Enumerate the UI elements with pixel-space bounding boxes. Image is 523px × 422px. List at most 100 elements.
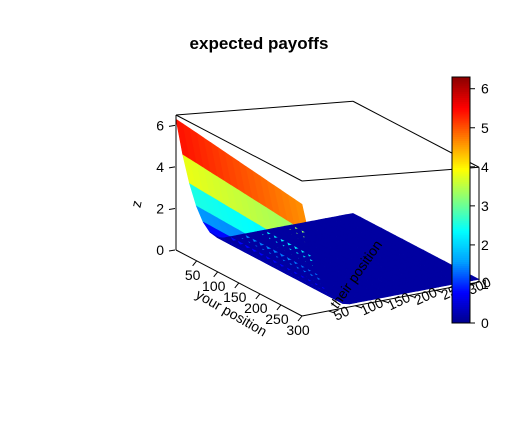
colorbar-segment bbox=[452, 222, 470, 226]
z-axis-label: z bbox=[128, 199, 145, 209]
colorbar-segment bbox=[452, 210, 470, 213]
x-tick-label: 250 bbox=[265, 311, 289, 327]
colorbar-segment bbox=[452, 146, 470, 150]
z-tick-label: 4 bbox=[156, 159, 164, 175]
colorbar-segment bbox=[452, 128, 470, 131]
colorbar-segment bbox=[452, 234, 470, 238]
colorbar-segment bbox=[452, 238, 470, 242]
colorbar-segment bbox=[452, 115, 470, 119]
colorbar-segment bbox=[452, 267, 470, 271]
colorbar-segment bbox=[452, 126, 470, 129]
colorbar-segment bbox=[452, 161, 470, 164]
colorbar-segment bbox=[452, 132, 470, 135]
x-tick-mark bbox=[234, 282, 240, 289]
colorbar-segment bbox=[452, 288, 470, 291]
colorbar-segment bbox=[452, 220, 470, 224]
colorbar-segment bbox=[452, 302, 470, 306]
colorbar-segment bbox=[452, 304, 470, 308]
colorbar-segment bbox=[452, 310, 470, 314]
colorbar-segment bbox=[452, 216, 470, 219]
colorbar-segment bbox=[452, 230, 470, 234]
colorbar-segment bbox=[452, 111, 470, 115]
y-tick-mark bbox=[355, 305, 362, 309]
colorbar-segment bbox=[452, 314, 470, 318]
y-tick-mark bbox=[435, 289, 443, 293]
chart-title: expected payoffs bbox=[190, 34, 329, 53]
surface-plot bbox=[175, 118, 480, 305]
colorbar-segment bbox=[452, 97, 470, 101]
colorbar-segment bbox=[452, 316, 470, 320]
colorbar-segment bbox=[452, 163, 470, 166]
colorbar-segment bbox=[452, 124, 470, 127]
colorbar-segment bbox=[452, 159, 470, 162]
colorbar-tick-label: 0 bbox=[481, 315, 489, 331]
colorbar-segment bbox=[452, 202, 470, 205]
x-tick-mark bbox=[192, 260, 198, 267]
colorbar-segment bbox=[452, 105, 470, 109]
colorbar-segment bbox=[452, 91, 470, 94]
colorbar-segment bbox=[452, 200, 470, 203]
colorbar-segment bbox=[452, 118, 470, 121]
colorbar-segment bbox=[452, 261, 470, 265]
colorbar-segment bbox=[452, 214, 470, 217]
colorbar-segment bbox=[452, 212, 470, 215]
colorbar-tick-label: 1 bbox=[481, 276, 489, 292]
z-tick-label: 0 bbox=[156, 242, 164, 258]
colorbar-segment bbox=[452, 134, 470, 137]
box-edge bbox=[301, 166, 480, 182]
colorbar-segment bbox=[452, 320, 470, 324]
colorbar-segment bbox=[452, 177, 470, 180]
colorbar-segment bbox=[452, 189, 470, 193]
colorbar-segment bbox=[452, 152, 470, 156]
colorbar-segment bbox=[452, 81, 470, 84]
colorbar-segment bbox=[452, 101, 470, 105]
colorbar-segment bbox=[452, 290, 470, 293]
colorbar-segment bbox=[452, 259, 470, 262]
colorbar-segment bbox=[452, 169, 470, 172]
colorbar-segment bbox=[452, 130, 470, 133]
colorbar-segment bbox=[452, 107, 470, 111]
colorbar-segment bbox=[452, 247, 470, 250]
y-tick-mark bbox=[382, 300, 389, 304]
colorbar-segment bbox=[452, 138, 470, 142]
colorbar-segment bbox=[452, 292, 470, 295]
colorbar-segment bbox=[452, 144, 470, 148]
colorbar-segment bbox=[452, 156, 470, 160]
x-tick-label: 50 bbox=[185, 267, 201, 283]
colorbar-segment bbox=[452, 243, 470, 246]
x-tick-label: 150 bbox=[223, 289, 247, 305]
colorbar-tick-label: 3 bbox=[481, 198, 489, 214]
colorbar-segment bbox=[452, 224, 470, 228]
colorbar-segment bbox=[452, 253, 470, 256]
colorbar-segment bbox=[452, 79, 470, 82]
colorbar: 0 1 2 3 4 5 6 bbox=[451, 76, 489, 331]
colorbar-segment bbox=[452, 232, 470, 236]
colorbar-segment bbox=[452, 83, 470, 86]
colorbar-segment bbox=[452, 195, 470, 199]
colorbar-segment bbox=[452, 113, 470, 117]
colorbar-segment bbox=[452, 171, 470, 174]
colorbar-segment bbox=[452, 175, 470, 178]
z-tick-mark bbox=[168, 124, 176, 127]
z-tick-label: 2 bbox=[156, 200, 164, 216]
colorbar-segment bbox=[452, 206, 470, 209]
x-axis-line bbox=[175, 249, 303, 317]
colorbar-segment bbox=[452, 218, 470, 221]
colorbar-segment bbox=[452, 167, 470, 170]
colorbar-segment bbox=[452, 226, 470, 230]
box-edge bbox=[175, 100, 354, 116]
colorbar-segment bbox=[452, 183, 470, 187]
z-tick-mark bbox=[168, 166, 176, 169]
colorbar-segment bbox=[452, 286, 470, 289]
y-tick-label: 50 bbox=[331, 302, 352, 323]
colorbar-segment bbox=[452, 173, 470, 176]
colorbar-segment bbox=[452, 103, 470, 107]
colorbar-segment bbox=[452, 257, 470, 260]
colorbar-segment bbox=[452, 89, 470, 92]
x-tick-mark bbox=[297, 315, 303, 322]
y-axis-line bbox=[301, 281, 480, 317]
colorbar-segment bbox=[452, 306, 470, 310]
colorbar-segment bbox=[452, 148, 470, 152]
